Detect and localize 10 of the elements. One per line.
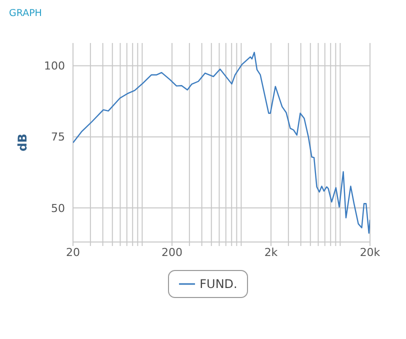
y-tick-label: 75 (51, 130, 65, 144)
x-tick-label: 2k (264, 246, 278, 259)
x-tick-label: 200 (162, 246, 182, 259)
y-tick-label: 100 (44, 60, 65, 73)
y-tick-label: 50 (51, 202, 65, 215)
x-tick-label: 20k (360, 246, 381, 259)
legend-label: FUND. (200, 277, 238, 291)
chart-title: GRAPH (9, 8, 42, 19)
y-axis-title: dB (15, 134, 30, 152)
x-tick-label: 20 (66, 246, 80, 259)
